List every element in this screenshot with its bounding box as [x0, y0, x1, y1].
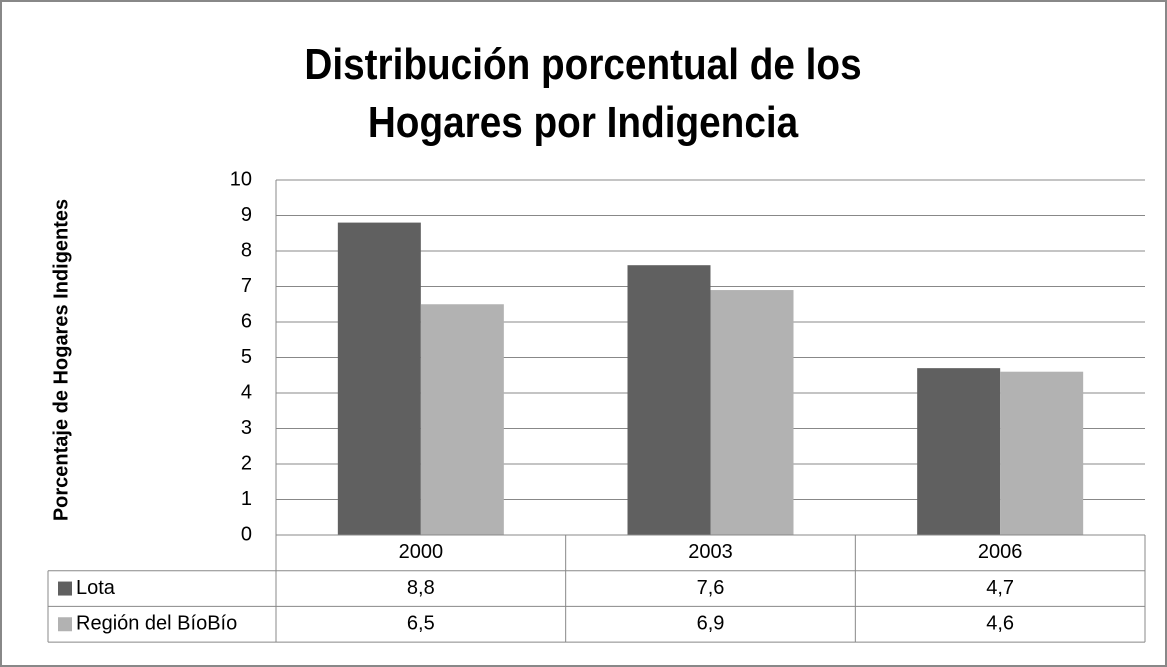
- legend-label: Región del BíoBío: [76, 613, 237, 635]
- bar: [917, 368, 1001, 535]
- legend-swatch: [58, 581, 72, 596]
- bar: [337, 222, 421, 535]
- table-value: 7,6: [697, 577, 725, 599]
- y-tick-label: 3: [241, 417, 252, 439]
- bar: [710, 290, 794, 535]
- y-tick-label: 6: [241, 310, 252, 332]
- table-value: 4,7: [986, 577, 1014, 599]
- x-tick-label: 2000: [399, 541, 444, 563]
- table-value: 8,8: [407, 577, 435, 599]
- bar: [420, 304, 504, 535]
- y-tick-label: 9: [241, 204, 252, 226]
- y-tick-label: 0: [241, 523, 252, 545]
- y-tick-label: 10: [230, 168, 252, 190]
- y-tick-label: 8: [241, 239, 252, 261]
- y-tick-label: 4: [241, 381, 252, 403]
- chart-title: Distribución porcentual de los Hogares p…: [304, 40, 862, 147]
- legend-swatch: [58, 617, 72, 632]
- x-tick-label: 2003: [688, 541, 733, 563]
- y-tick-label: 7: [241, 275, 252, 297]
- bar: [627, 265, 711, 535]
- table-value: 6,5: [407, 613, 435, 635]
- y-tick-label: 5: [241, 346, 252, 368]
- y-axis-label: Porcentaje de Hogares Indigentes: [50, 199, 72, 521]
- table-value: 4,6: [986, 613, 1014, 635]
- legend-label: Lota: [76, 577, 116, 599]
- table-value: 6,9: [697, 613, 725, 635]
- x-tick-label: 2006: [978, 541, 1023, 563]
- y-tick-label: 2: [241, 452, 252, 474]
- bar: [1000, 371, 1084, 535]
- y-tick-label: 1: [241, 488, 252, 510]
